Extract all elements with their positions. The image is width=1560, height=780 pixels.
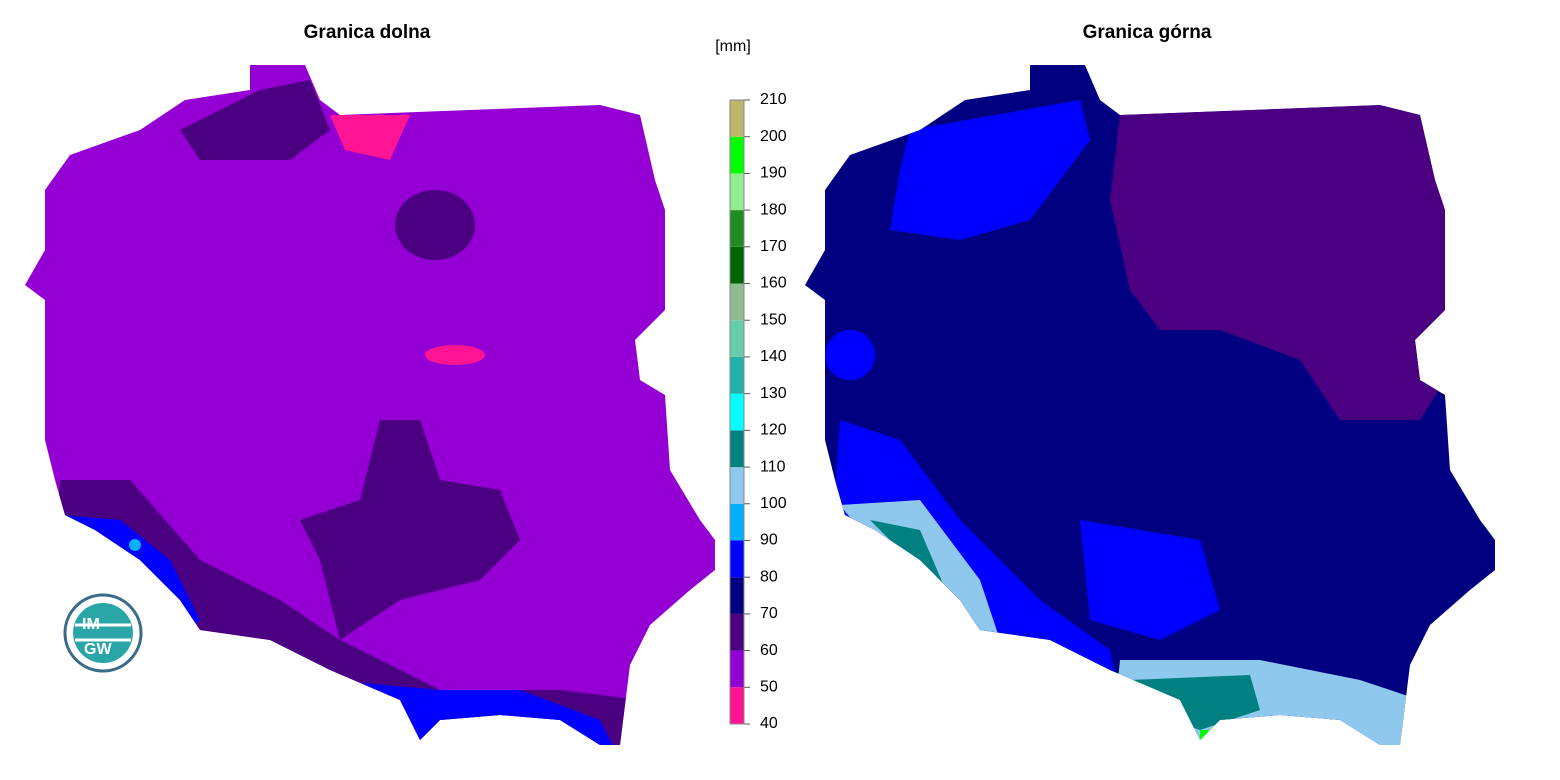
map-title: Granica górna (1083, 22, 1212, 43)
tick-label: 130 (760, 385, 787, 402)
tick-label: 210 (760, 91, 787, 108)
colorbar-swatch (730, 246, 744, 284)
colorbar-frame (729, 99, 745, 725)
logo: IM GW (63, 593, 143, 673)
tick-label: 170 (760, 238, 787, 255)
legend-unit: [mm] (715, 38, 751, 55)
colorbar-swatch (730, 577, 744, 614)
colorbar-swatch (730, 540, 744, 578)
colorbar-swatch (730, 136, 744, 174)
colorbar-swatch (730, 283, 744, 321)
tick-label: 50 (760, 679, 778, 696)
tick-label: 190 (760, 165, 787, 182)
tick-label: 150 (760, 311, 787, 328)
logo-text: GW (84, 641, 112, 658)
map-upper (805, 65, 1495, 745)
tick-label: 160 (760, 275, 787, 292)
colorbar-swatch (730, 210, 744, 247)
tick-label: 90 (760, 532, 778, 549)
colorbar-swatch (730, 320, 744, 357)
tick-label: 110 (760, 458, 786, 475)
colorbar-swatch (730, 613, 744, 651)
colorbar-swatch (730, 650, 744, 688)
map-title: Granica dolna (304, 22, 431, 43)
tick-label: 70 (760, 605, 778, 622)
tick-label: 140 (760, 348, 787, 365)
colorbar-swatch (730, 467, 744, 504)
colorbar-swatch (730, 356, 744, 394)
colorbar-swatch (730, 687, 744, 724)
tick-label: 100 (760, 495, 787, 512)
tick-label: 180 (760, 201, 787, 218)
tick-label: 120 (760, 422, 787, 439)
colorbar-swatch (730, 100, 744, 137)
logo-text: IM (82, 616, 100, 633)
tick-label: 60 (760, 642, 778, 659)
tick-label: 200 (760, 128, 787, 145)
colorbar-swatch (730, 173, 744, 211)
tick-label: 80 (760, 568, 778, 585)
colorbar-swatch (730, 503, 744, 541)
colorbar-swatch (730, 393, 744, 431)
tick-label: 40 (760, 715, 778, 732)
colorbar: 40 50 60 70 80 90 100 110 120 130 140 150 160 170 180 1… (729, 91, 787, 732)
colorbar-swatch (730, 430, 744, 468)
